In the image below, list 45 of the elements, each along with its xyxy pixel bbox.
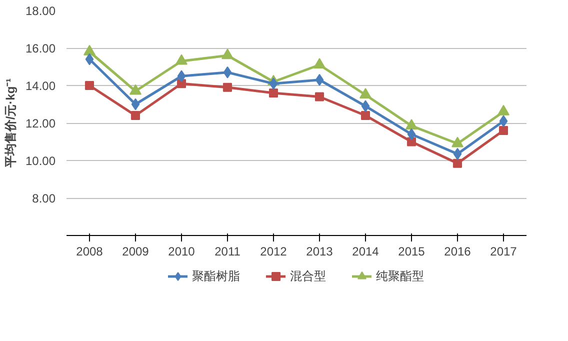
- y-tick-label: 18.00: [25, 4, 56, 18]
- x-tick-label: 2008: [76, 244, 104, 258]
- point: [131, 98, 140, 110]
- point: [131, 111, 140, 120]
- x-tick-label: 2009: [122, 244, 150, 258]
- y-tick-label: 10.00: [25, 154, 56, 168]
- point: [84, 44, 96, 56]
- legend-label: 混合型: [290, 268, 326, 284]
- point: [269, 78, 278, 90]
- point: [314, 58, 326, 69]
- y-tick-label: 16.00: [25, 42, 56, 56]
- x-tick-label: 2013: [306, 244, 334, 258]
- point: [222, 48, 234, 60]
- legend-label: 聚酯树脂: [192, 268, 240, 284]
- point: [499, 126, 508, 135]
- y-tick-label: 14.00: [25, 79, 56, 93]
- x-tick-label: 2015: [398, 244, 426, 258]
- y-tick-label: 12.00: [25, 116, 56, 130]
- point: [85, 81, 94, 90]
- x-tick-label: 2011: [214, 244, 241, 258]
- point: [223, 66, 232, 78]
- point: [315, 92, 324, 102]
- x-tick-label: 2010: [168, 244, 196, 258]
- x-tick-label: 2014: [352, 244, 380, 258]
- point: [269, 88, 278, 98]
- x-tick-label: 2017: [490, 244, 518, 258]
- point: [315, 74, 324, 86]
- point: [360, 88, 372, 99]
- point: [223, 82, 232, 92]
- point: [130, 84, 142, 95]
- legend-label: 纯聚酯型: [376, 268, 424, 284]
- x-tick-label: 2016: [444, 244, 472, 258]
- point: [361, 100, 370, 112]
- point: [407, 137, 416, 146]
- point: [177, 70, 186, 82]
- x-tick-label: 2012: [260, 244, 288, 258]
- point: [361, 111, 370, 120]
- point: [453, 158, 462, 168]
- point: [453, 148, 462, 160]
- point: [407, 128, 416, 140]
- point: [176, 54, 188, 65]
- point: [499, 115, 508, 128]
- y-axis-title: 平均售价/元·kg⁻¹: [3, 78, 18, 169]
- y-tick-label: 8.00: [32, 192, 56, 206]
- point: [85, 53, 94, 66]
